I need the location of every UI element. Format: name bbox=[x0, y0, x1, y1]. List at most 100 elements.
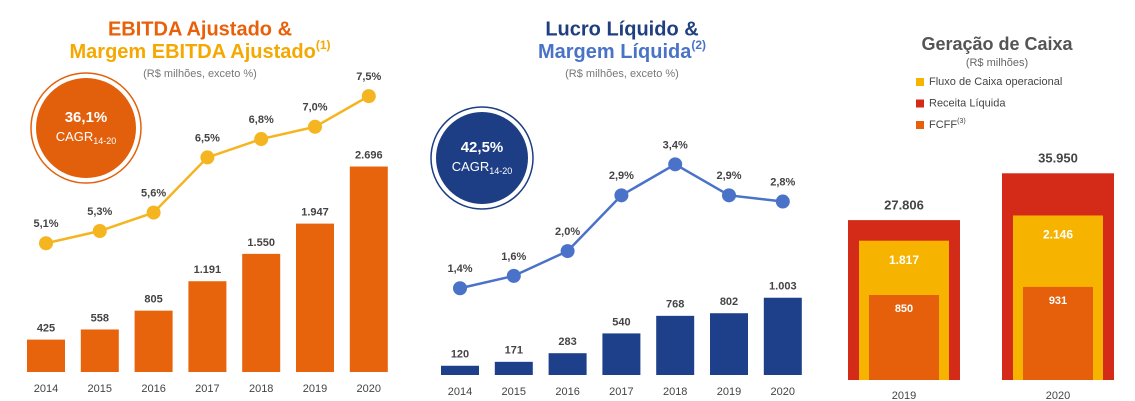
bar bbox=[602, 333, 641, 375]
bar-label: 1.003 bbox=[769, 281, 797, 293]
badge-label-sub: 14-20 bbox=[93, 136, 116, 146]
bar bbox=[494, 361, 533, 375]
x-tick-label: 2016 bbox=[555, 386, 579, 398]
line-point bbox=[39, 236, 53, 251]
badge-ring bbox=[30, 72, 142, 184]
line-point bbox=[254, 132, 269, 147]
line-label: 1,6% bbox=[501, 251, 526, 263]
legend-name: FCFF bbox=[929, 119, 957, 131]
line-label: 2,0% bbox=[555, 226, 580, 238]
x-tick-label: 2020 bbox=[771, 386, 795, 398]
bar-label: 768 bbox=[666, 299, 684, 311]
chart-title: Geração de Caixa bbox=[921, 34, 1073, 54]
line-label: 2,9% bbox=[716, 170, 741, 182]
chart-title: Lucro Líquido & bbox=[545, 18, 698, 40]
title-note: (2) bbox=[691, 38, 706, 52]
x-tick-label: 2020 bbox=[357, 383, 381, 395]
bar bbox=[869, 295, 939, 380]
chart-subtitle: (R$ milhões, exceto %) bbox=[565, 68, 679, 80]
line-label: 6,5% bbox=[195, 132, 220, 144]
bar bbox=[763, 297, 802, 375]
bar-label: 540 bbox=[612, 316, 630, 328]
badge-value: 42,5% bbox=[461, 139, 504, 156]
legend-label: Fluxo de Caixa operacional bbox=[929, 76, 1062, 88]
x-tick-label: 2018 bbox=[663, 386, 687, 398]
badge-label-sub: 14-20 bbox=[489, 166, 512, 176]
line-point bbox=[453, 281, 467, 296]
bar-label: 802 bbox=[720, 296, 738, 308]
x-tick-label: 2019 bbox=[892, 390, 916, 401]
legend-swatch bbox=[916, 99, 924, 108]
line-label: 5,1% bbox=[33, 218, 58, 230]
chart-title-line: Margem Líquida bbox=[538, 41, 692, 63]
bar-label: 2.696 bbox=[355, 149, 383, 161]
x-tick-label: 2015 bbox=[88, 383, 112, 395]
bar-label: 171 bbox=[505, 345, 523, 357]
bar-label: 1.550 bbox=[247, 237, 275, 249]
line-label: 3,4% bbox=[663, 139, 688, 151]
legend-swatch bbox=[916, 121, 924, 129]
bar-label: 120 bbox=[451, 349, 469, 361]
bar-label: 425 bbox=[37, 323, 55, 335]
bar bbox=[1023, 286, 1093, 380]
bar-label: 2.146 bbox=[1043, 228, 1073, 242]
bar-label: 850 bbox=[895, 303, 913, 315]
badge-label: CAGR14-20 bbox=[56, 129, 117, 146]
badge-label: CAGR14-20 bbox=[452, 159, 513, 176]
x-tick-label: 2015 bbox=[502, 386, 526, 398]
line-point bbox=[775, 194, 790, 209]
line-point bbox=[560, 244, 575, 259]
bar-label: 35.950 bbox=[1038, 151, 1078, 166]
line-label: 7,5% bbox=[356, 71, 381, 83]
line-label: 5,3% bbox=[87, 206, 112, 218]
line-point bbox=[614, 188, 629, 203]
bar bbox=[188, 281, 227, 372]
badge-label-main: CAGR bbox=[56, 129, 94, 144]
chart-title-line: Margem EBITDA Ajustado bbox=[70, 41, 316, 63]
bar bbox=[134, 310, 173, 372]
x-tick-label: 2014 bbox=[448, 386, 472, 398]
bar-label: 1.817 bbox=[889, 253, 919, 267]
line-point bbox=[506, 268, 521, 283]
bar bbox=[710, 313, 748, 375]
bar bbox=[242, 253, 281, 372]
legend-label: FCFF(3) bbox=[929, 118, 966, 131]
line-label: 2,9% bbox=[609, 170, 634, 182]
bar-label: 1.947 bbox=[301, 207, 329, 219]
bar bbox=[548, 353, 587, 375]
chart-subtitle: (R$ milhões, exceto %) bbox=[143, 68, 257, 80]
line-point bbox=[146, 205, 161, 220]
bar-label: 558 bbox=[91, 312, 109, 324]
badge bbox=[36, 78, 136, 178]
line-label: 2,8% bbox=[770, 176, 795, 188]
bar-label: 1.191 bbox=[194, 264, 222, 276]
line-label: 1,4% bbox=[447, 263, 472, 275]
badge-value: 36,1% bbox=[65, 109, 108, 126]
x-tick-label: 2014 bbox=[34, 383, 58, 395]
bar-label: 27.806 bbox=[884, 198, 924, 213]
bar bbox=[296, 223, 334, 372]
badge-ring bbox=[430, 106, 534, 210]
legend-note: (3) bbox=[957, 118, 966, 125]
legend-label: Receita Líquida bbox=[929, 97, 1006, 109]
line-label: 7,0% bbox=[302, 102, 327, 114]
line-point bbox=[722, 188, 736, 203]
line-point bbox=[308, 119, 322, 134]
bar bbox=[349, 166, 388, 372]
line-point bbox=[668, 157, 683, 172]
chart-subtitle: (R$ milhões) bbox=[966, 57, 1028, 69]
chart-title: EBITDA Ajustado & bbox=[108, 18, 292, 40]
legend-swatch bbox=[916, 78, 924, 86]
line-point bbox=[200, 150, 215, 165]
bar bbox=[80, 329, 119, 372]
bar-label: 805 bbox=[144, 294, 162, 306]
x-tick-label: 2019 bbox=[717, 386, 741, 398]
chart-title: Margem EBITDA Ajustado(1) bbox=[70, 38, 331, 63]
x-tick-label: 2018 bbox=[249, 383, 273, 395]
badge bbox=[436, 112, 528, 204]
x-tick-label: 2017 bbox=[609, 386, 633, 398]
legend-name: Fluxo de Caixa operacional bbox=[929, 76, 1062, 88]
x-tick-label: 2019 bbox=[303, 383, 327, 395]
badge-label-main: CAGR bbox=[452, 159, 490, 174]
